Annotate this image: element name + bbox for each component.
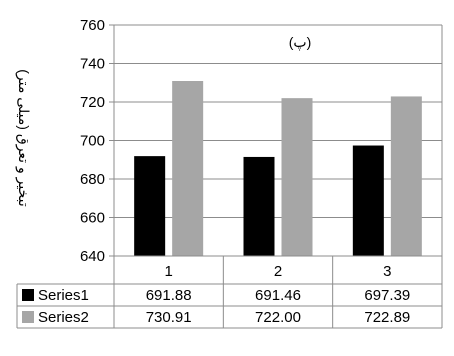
chart-title: (پ) <box>289 34 312 51</box>
y-tick-label: 760 <box>80 17 105 34</box>
y-tick-label: 720 <box>80 94 105 111</box>
bar-series2-cat2 <box>281 98 313 257</box>
bar-series1-cat2 <box>243 156 275 256</box>
data-value-label: 722.00 <box>255 309 301 326</box>
y-tick-label: 640 <box>80 248 105 265</box>
data-value-label: 722.89 <box>364 309 410 326</box>
bars <box>134 80 422 257</box>
bar-series2-cat3 <box>390 96 422 256</box>
data-value-label: 730.91 <box>146 309 192 326</box>
bar-series2-cat1 <box>172 80 204 256</box>
data-value-label: 691.46 <box>255 287 301 304</box>
gridlines <box>114 24 442 257</box>
bar-series1-cat1 <box>134 156 166 256</box>
bar-series1-cat3 <box>352 145 384 256</box>
legend-label-series1: Series1 <box>38 287 89 304</box>
legend-label-series2: Series2 <box>38 309 89 326</box>
data-value-label: 697.39 <box>364 287 410 304</box>
y-tick-label: 660 <box>80 210 105 227</box>
y-tick-label: 700 <box>80 133 105 150</box>
y-tick-label: 740 <box>80 56 105 73</box>
x-category-label: 1 <box>164 263 172 280</box>
x-category-label: 2 <box>274 263 282 280</box>
x-category-label: 3 <box>383 263 391 280</box>
data-table: 1 2 3 Series1 691.88 691.46 697.39 Series2 730.9… <box>16 255 443 329</box>
axes: 640 660 680 700 720 740 760 <box>80 17 443 265</box>
y-tick-label: 680 <box>80 171 105 188</box>
legend-key-series1 <box>22 289 34 301</box>
data-value-label: 691.88 <box>146 287 192 304</box>
y-axis-title: تبخیر و تعرق (میلی متر) <box>15 69 32 207</box>
legend-key-series2 <box>22 311 34 323</box>
